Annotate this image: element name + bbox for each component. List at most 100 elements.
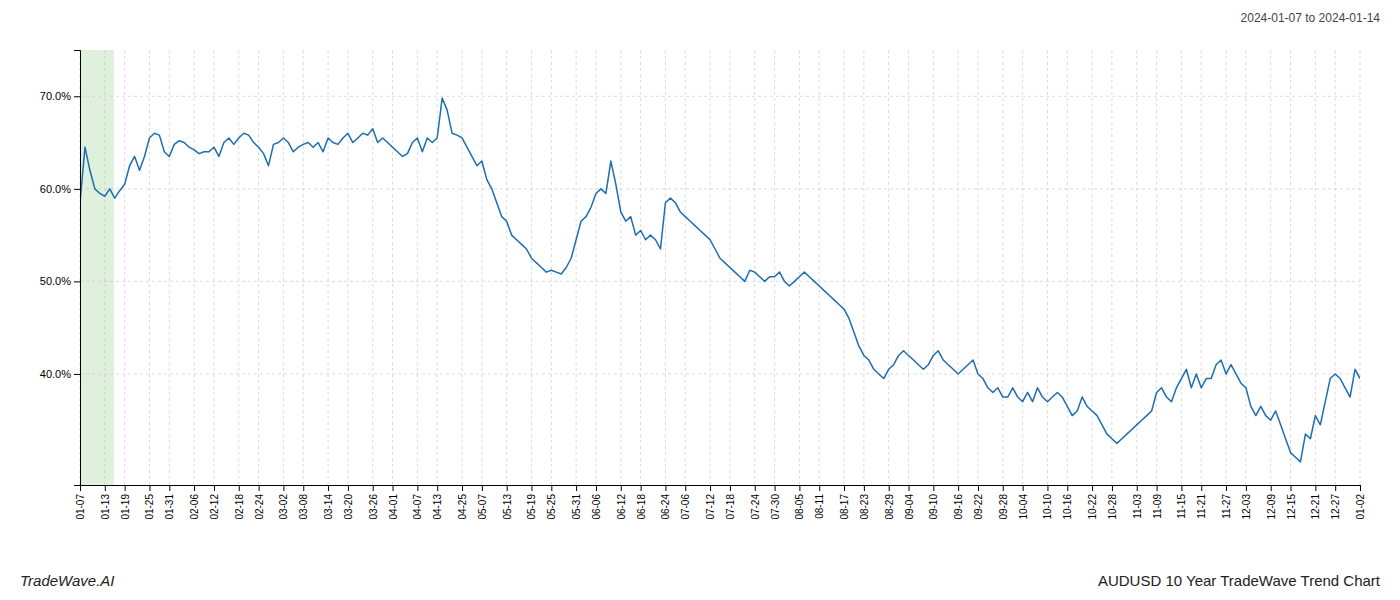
grid-line-y	[80, 188, 1360, 189]
x-tick-mark	[1226, 485, 1227, 491]
x-tick-label: 01-13	[100, 494, 111, 520]
x-tick: 06-18	[636, 485, 647, 520]
x-tick: 02-18	[234, 485, 245, 520]
data-line	[80, 98, 1360, 462]
grid-line-x	[620, 50, 621, 485]
grid-line-x	[1002, 50, 1003, 485]
x-tick-mark	[149, 485, 150, 491]
x-tick-label: 02-18	[234, 494, 245, 520]
x-tick-mark	[621, 485, 622, 491]
grid-line-x	[328, 50, 329, 485]
grid-line-x	[258, 50, 259, 485]
x-tick-mark	[576, 485, 577, 491]
y-axis: 40.0%50.0%60.0%70.0%	[40, 51, 81, 486]
x-tick: 02-06	[189, 485, 200, 520]
x-tick: 09-16	[953, 485, 964, 520]
x-tick-mark	[799, 485, 800, 491]
x-tick: 09-10	[928, 485, 939, 520]
x-tick-mark	[1360, 485, 1361, 491]
grid-line-x	[863, 50, 864, 485]
x-tick-mark	[1112, 485, 1113, 491]
x-tick-label: 04-07	[412, 494, 423, 520]
x-tick-label: 10-22	[1087, 494, 1098, 520]
x-tick: 05-31	[571, 485, 582, 520]
grid-line-x	[1047, 50, 1048, 485]
x-tick-label: 11-03	[1132, 494, 1143, 519]
x-tick: 04-01	[388, 485, 399, 520]
x-tick-label: 10-10	[1042, 494, 1053, 520]
x-tick: 01-02	[1355, 485, 1366, 520]
x-tick: 01-31	[164, 485, 175, 520]
grid-line-x	[576, 50, 577, 485]
x-tick-mark	[214, 485, 215, 491]
y-tick-mark	[74, 96, 80, 97]
x-tick: 01-07	[75, 485, 86, 520]
x-tick-label: 03-02	[278, 494, 289, 520]
x-tick: 12-09	[1266, 485, 1277, 520]
grid-line-x	[888, 50, 889, 485]
grid-line-x	[1092, 50, 1093, 485]
x-tick-mark	[303, 485, 304, 491]
x-tick-label: 06-12	[616, 494, 627, 520]
series-group	[80, 98, 1360, 462]
x-tick-mark	[482, 485, 483, 491]
x-tick: 07-06	[680, 485, 691, 520]
x-tick-mark	[462, 485, 463, 491]
y-tick-label: 70.0%	[40, 90, 71, 102]
x-tick: 05-19	[526, 485, 537, 520]
x-tick-label: 05-31	[571, 494, 582, 520]
x-tick-label: 01-02	[1355, 494, 1366, 520]
grid	[80, 50, 1360, 485]
x-tick-mark	[755, 485, 756, 491]
x-tick: 11-03	[1132, 485, 1143, 519]
grid-line-x	[213, 50, 214, 485]
x-tick-label: 12-03	[1241, 494, 1252, 520]
x-tick-mark	[373, 485, 374, 491]
x-tick: 08-05	[794, 485, 805, 520]
x-tick-mark	[864, 485, 865, 491]
x-tick-mark	[844, 485, 845, 491]
x-tick: 08-23	[859, 485, 870, 520]
grid-line-x	[347, 50, 348, 485]
x-tick-label: 01-25	[144, 494, 155, 520]
x-tick-mark	[596, 485, 597, 491]
x-tick-mark	[194, 485, 195, 491]
y-tick-label: 40.0%	[40, 368, 71, 380]
grid-line-x	[238, 50, 239, 485]
y-tick: 40.0%	[40, 368, 80, 380]
subtitle: 2024-01-07 to 2024-01-14	[1241, 11, 1381, 25]
x-tick-mark	[1067, 485, 1068, 491]
x-tick-mark	[531, 485, 532, 491]
x-tick: 05-13	[502, 485, 513, 520]
x-tick: 07-30	[770, 485, 781, 520]
grid-line-x	[1022, 50, 1023, 485]
x-tick-label: 11-09	[1152, 494, 1163, 519]
x-tick-mark	[507, 485, 508, 491]
x-tick: 04-25	[457, 485, 468, 520]
x-tick-label: 07-18	[725, 494, 736, 520]
y-tick-label: 50.0%	[40, 275, 71, 287]
grid-line-x	[933, 50, 934, 485]
x-tick-label: 10-16	[1062, 494, 1073, 520]
x-tick-label: 06-18	[636, 494, 647, 520]
x-tick-label: 11-15	[1176, 494, 1187, 519]
x-tick-label: 03-08	[298, 494, 309, 520]
x-tick-mark	[348, 485, 349, 491]
grid-line-x	[417, 50, 418, 485]
grid-line-x	[640, 50, 641, 485]
x-tick-label: 03-14	[323, 494, 334, 520]
grid-line-x	[844, 50, 845, 485]
x-tick: 01-19	[120, 485, 131, 520]
x-tick-label: 09-16	[953, 494, 964, 520]
x-tick-mark	[819, 485, 820, 491]
grid-line-x	[819, 50, 820, 485]
grid-line-x	[506, 50, 507, 485]
grid-line-x	[169, 50, 170, 485]
grid-line-x	[481, 50, 482, 485]
highlight-band	[80, 50, 114, 485]
x-tick-mark	[328, 485, 329, 491]
x-tick-mark	[775, 485, 776, 491]
x-tick-label: 08-17	[839, 494, 850, 520]
x-tick-label: 11-27	[1221, 494, 1232, 519]
x-tick-mark	[1315, 485, 1316, 491]
